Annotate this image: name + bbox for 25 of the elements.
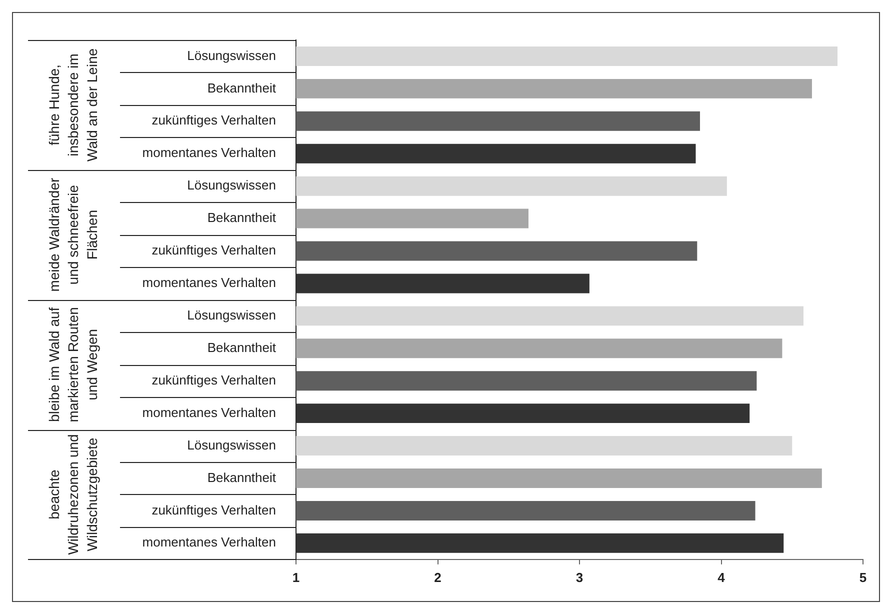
text: bleibe im Wald auf markierten Routen und Wegen	[46, 307, 100, 422]
y-tick-label: momentanes Verhalten	[142, 275, 276, 290]
text: meide Waldränder und schneefreie Flächen	[46, 178, 100, 292]
y-tick-label: momentanes Verhalten	[142, 404, 276, 420]
y-tick-label: Bekanntheit	[207, 470, 276, 485]
y-tick-label: momentanes Verhalten	[142, 534, 276, 550]
y-tick-label: Lösungswissen	[187, 48, 276, 63]
x-tick-label: 1	[292, 570, 300, 585]
x-tick-label: 2	[434, 570, 442, 585]
text: führe Hunde, insbesondere im Wald an der Leine	[46, 48, 100, 162]
y-tick-label: Bekanntheit	[207, 340, 276, 355]
y-tick-label: Lösungswissen	[187, 437, 276, 452]
y-tick-label: zukünftiges Verhalten	[152, 242, 276, 258]
text: beachte Wildruhezonen und Wildschutzgebiete	[46, 434, 100, 555]
y-tick-label: zukünftiges Verhalten	[152, 502, 276, 518]
x-tick-label: 3	[576, 570, 584, 585]
x-tick-label: 4	[718, 570, 726, 585]
x-tick-label: 5	[859, 570, 867, 585]
y-tick-label: Lösungswissen	[187, 308, 276, 323]
y-tick-label: zukünftiges Verhalten	[152, 112, 276, 128]
y-tick-label: Bekanntheit	[207, 80, 276, 96]
y-tick-label: zukünftiges Verhalten	[152, 372, 276, 388]
y-tick-label: Lösungswissen	[187, 178, 276, 193]
y-tick-label: Bekanntheit	[207, 210, 276, 226]
y-tick-label: momentanes Verhalten	[142, 145, 276, 160]
